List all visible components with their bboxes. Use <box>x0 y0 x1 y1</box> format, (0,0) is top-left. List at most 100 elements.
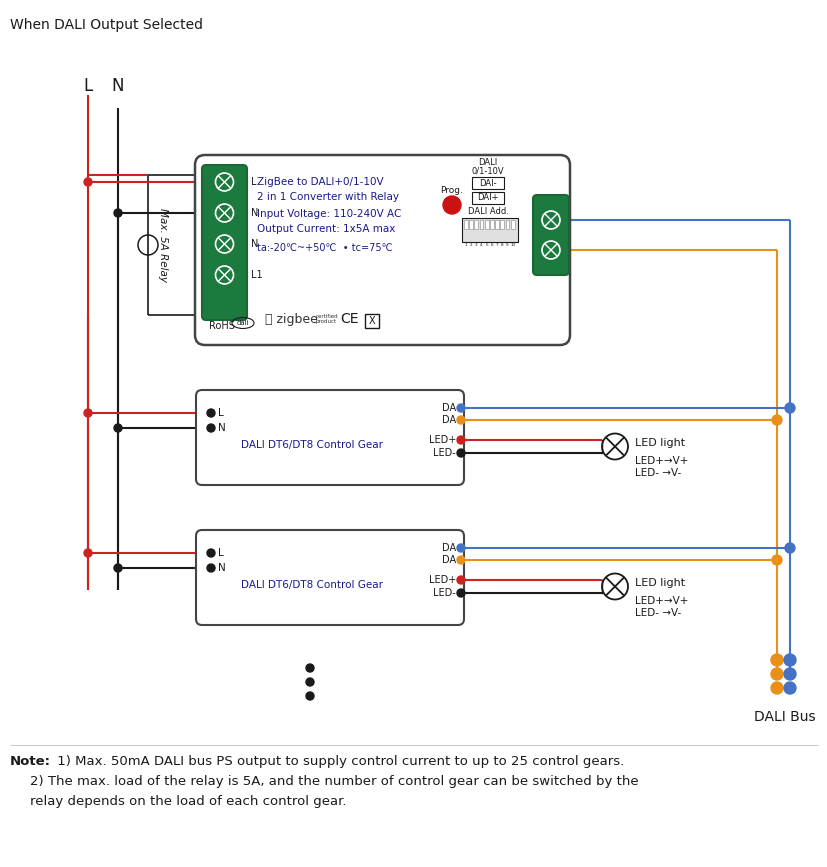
Text: LED- →V-: LED- →V- <box>634 609 681 618</box>
Text: X: X <box>368 316 375 326</box>
Text: DALI Bus: DALI Bus <box>753 710 815 724</box>
Bar <box>474 220 478 229</box>
Text: N: N <box>251 208 258 218</box>
Circle shape <box>84 409 92 417</box>
Text: N: N <box>112 77 124 95</box>
Text: 1: 1 <box>464 243 466 247</box>
Circle shape <box>84 549 92 557</box>
Text: ta:-20℃~+50℃  • tc=75℃: ta:-20℃~+50℃ • tc=75℃ <box>256 243 392 253</box>
Circle shape <box>306 664 313 672</box>
Text: L: L <box>84 77 93 95</box>
Text: Output Current: 1x5A max: Output Current: 1x5A max <box>256 224 395 234</box>
Text: 9: 9 <box>505 243 509 247</box>
Text: Note:: Note: <box>10 755 51 768</box>
Text: 10: 10 <box>509 243 514 247</box>
Circle shape <box>771 555 781 565</box>
Circle shape <box>783 682 795 694</box>
Circle shape <box>770 668 782 680</box>
Text: DAI+: DAI+ <box>476 193 498 203</box>
Text: 6: 6 <box>490 243 493 247</box>
Text: dali: dali <box>237 320 249 326</box>
Text: 2: 2 <box>469 243 472 247</box>
Text: 7: 7 <box>495 243 498 247</box>
Text: 8: 8 <box>500 243 503 247</box>
Text: Prog.: Prog. <box>439 186 462 194</box>
Text: DA: DA <box>442 543 456 553</box>
Text: DA: DA <box>442 555 456 565</box>
Text: Input Voltage: 110-240V AC: Input Voltage: 110-240V AC <box>256 209 401 219</box>
Text: Max. 5A Relay: Max. 5A Relay <box>158 208 168 282</box>
Text: N: N <box>218 563 226 573</box>
Text: LED- →V-: LED- →V- <box>634 468 681 479</box>
Text: N: N <box>218 423 226 433</box>
Text: LED-: LED- <box>433 588 456 598</box>
Text: 4: 4 <box>480 243 482 247</box>
Text: LED+→V+: LED+→V+ <box>634 455 687 466</box>
Bar <box>461 218 518 242</box>
Circle shape <box>207 549 215 557</box>
FancyBboxPatch shape <box>196 530 463 625</box>
Text: DALI: DALI <box>478 158 497 166</box>
Text: CE: CE <box>340 312 358 326</box>
Text: L1: L1 <box>251 270 262 280</box>
Text: LED+: LED+ <box>428 575 456 585</box>
Circle shape <box>457 436 465 444</box>
Circle shape <box>457 544 465 552</box>
Circle shape <box>306 692 313 700</box>
Circle shape <box>207 564 215 572</box>
Bar <box>500 220 504 229</box>
Circle shape <box>770 654 782 666</box>
Circle shape <box>770 682 782 694</box>
Circle shape <box>114 424 122 432</box>
Text: 5: 5 <box>485 243 487 247</box>
Circle shape <box>114 564 122 572</box>
Text: L: L <box>251 177 256 187</box>
Circle shape <box>114 209 122 217</box>
Bar <box>510 220 514 229</box>
Bar <box>505 220 509 229</box>
Text: LED-: LED- <box>433 448 456 458</box>
Circle shape <box>784 543 794 553</box>
Bar <box>471 177 504 189</box>
Circle shape <box>457 589 465 597</box>
Text: N: N <box>251 239 258 249</box>
Bar <box>365 314 379 328</box>
Text: DALI Add.: DALI Add. <box>467 207 508 217</box>
Text: When DALI Output Selected: When DALI Output Selected <box>10 18 203 32</box>
Circle shape <box>784 403 794 413</box>
Circle shape <box>771 415 781 425</box>
Text: 2) The max. load of the relay is 5A, and the number of control gear can be switc: 2) The max. load of the relay is 5A, and… <box>30 775 638 788</box>
Text: certified
product: certified product <box>316 314 338 324</box>
Bar <box>490 220 493 229</box>
Circle shape <box>207 409 215 417</box>
FancyBboxPatch shape <box>195 155 569 345</box>
Circle shape <box>84 178 92 186</box>
Text: ZigBee to DALI+0/1-10V: ZigBee to DALI+0/1-10V <box>256 177 383 187</box>
Text: 3: 3 <box>475 243 477 247</box>
Circle shape <box>207 424 215 432</box>
Bar <box>485 220 488 229</box>
Text: relay depends on the load of each control gear.: relay depends on the load of each contro… <box>30 795 346 808</box>
Text: Ⓩ zigbee: Ⓩ zigbee <box>265 312 318 325</box>
Text: DALI DT6/DT8 Control Gear: DALI DT6/DT8 Control Gear <box>241 440 383 450</box>
Circle shape <box>783 654 795 666</box>
Text: DA: DA <box>442 415 456 425</box>
Text: 1) Max. 50mA DALI bus PS output to supply control current to up to 25 control ge: 1) Max. 50mA DALI bus PS output to suppl… <box>53 755 624 768</box>
Bar <box>471 192 504 204</box>
Text: L: L <box>218 408 223 418</box>
Circle shape <box>306 678 313 686</box>
Bar <box>495 220 499 229</box>
FancyBboxPatch shape <box>202 165 246 320</box>
Text: DAI-: DAI- <box>479 179 496 187</box>
Circle shape <box>442 196 461 214</box>
FancyBboxPatch shape <box>533 195 568 275</box>
Text: 2 in 1 Converter with Relay: 2 in 1 Converter with Relay <box>256 192 399 202</box>
Text: LED light: LED light <box>634 577 684 588</box>
Circle shape <box>457 449 465 457</box>
Text: DALI DT6/DT8 Control Gear: DALI DT6/DT8 Control Gear <box>241 580 383 590</box>
Circle shape <box>457 576 465 584</box>
Bar <box>463 220 467 229</box>
FancyBboxPatch shape <box>196 390 463 485</box>
Bar <box>469 220 472 229</box>
Text: LED light: LED light <box>634 438 684 447</box>
